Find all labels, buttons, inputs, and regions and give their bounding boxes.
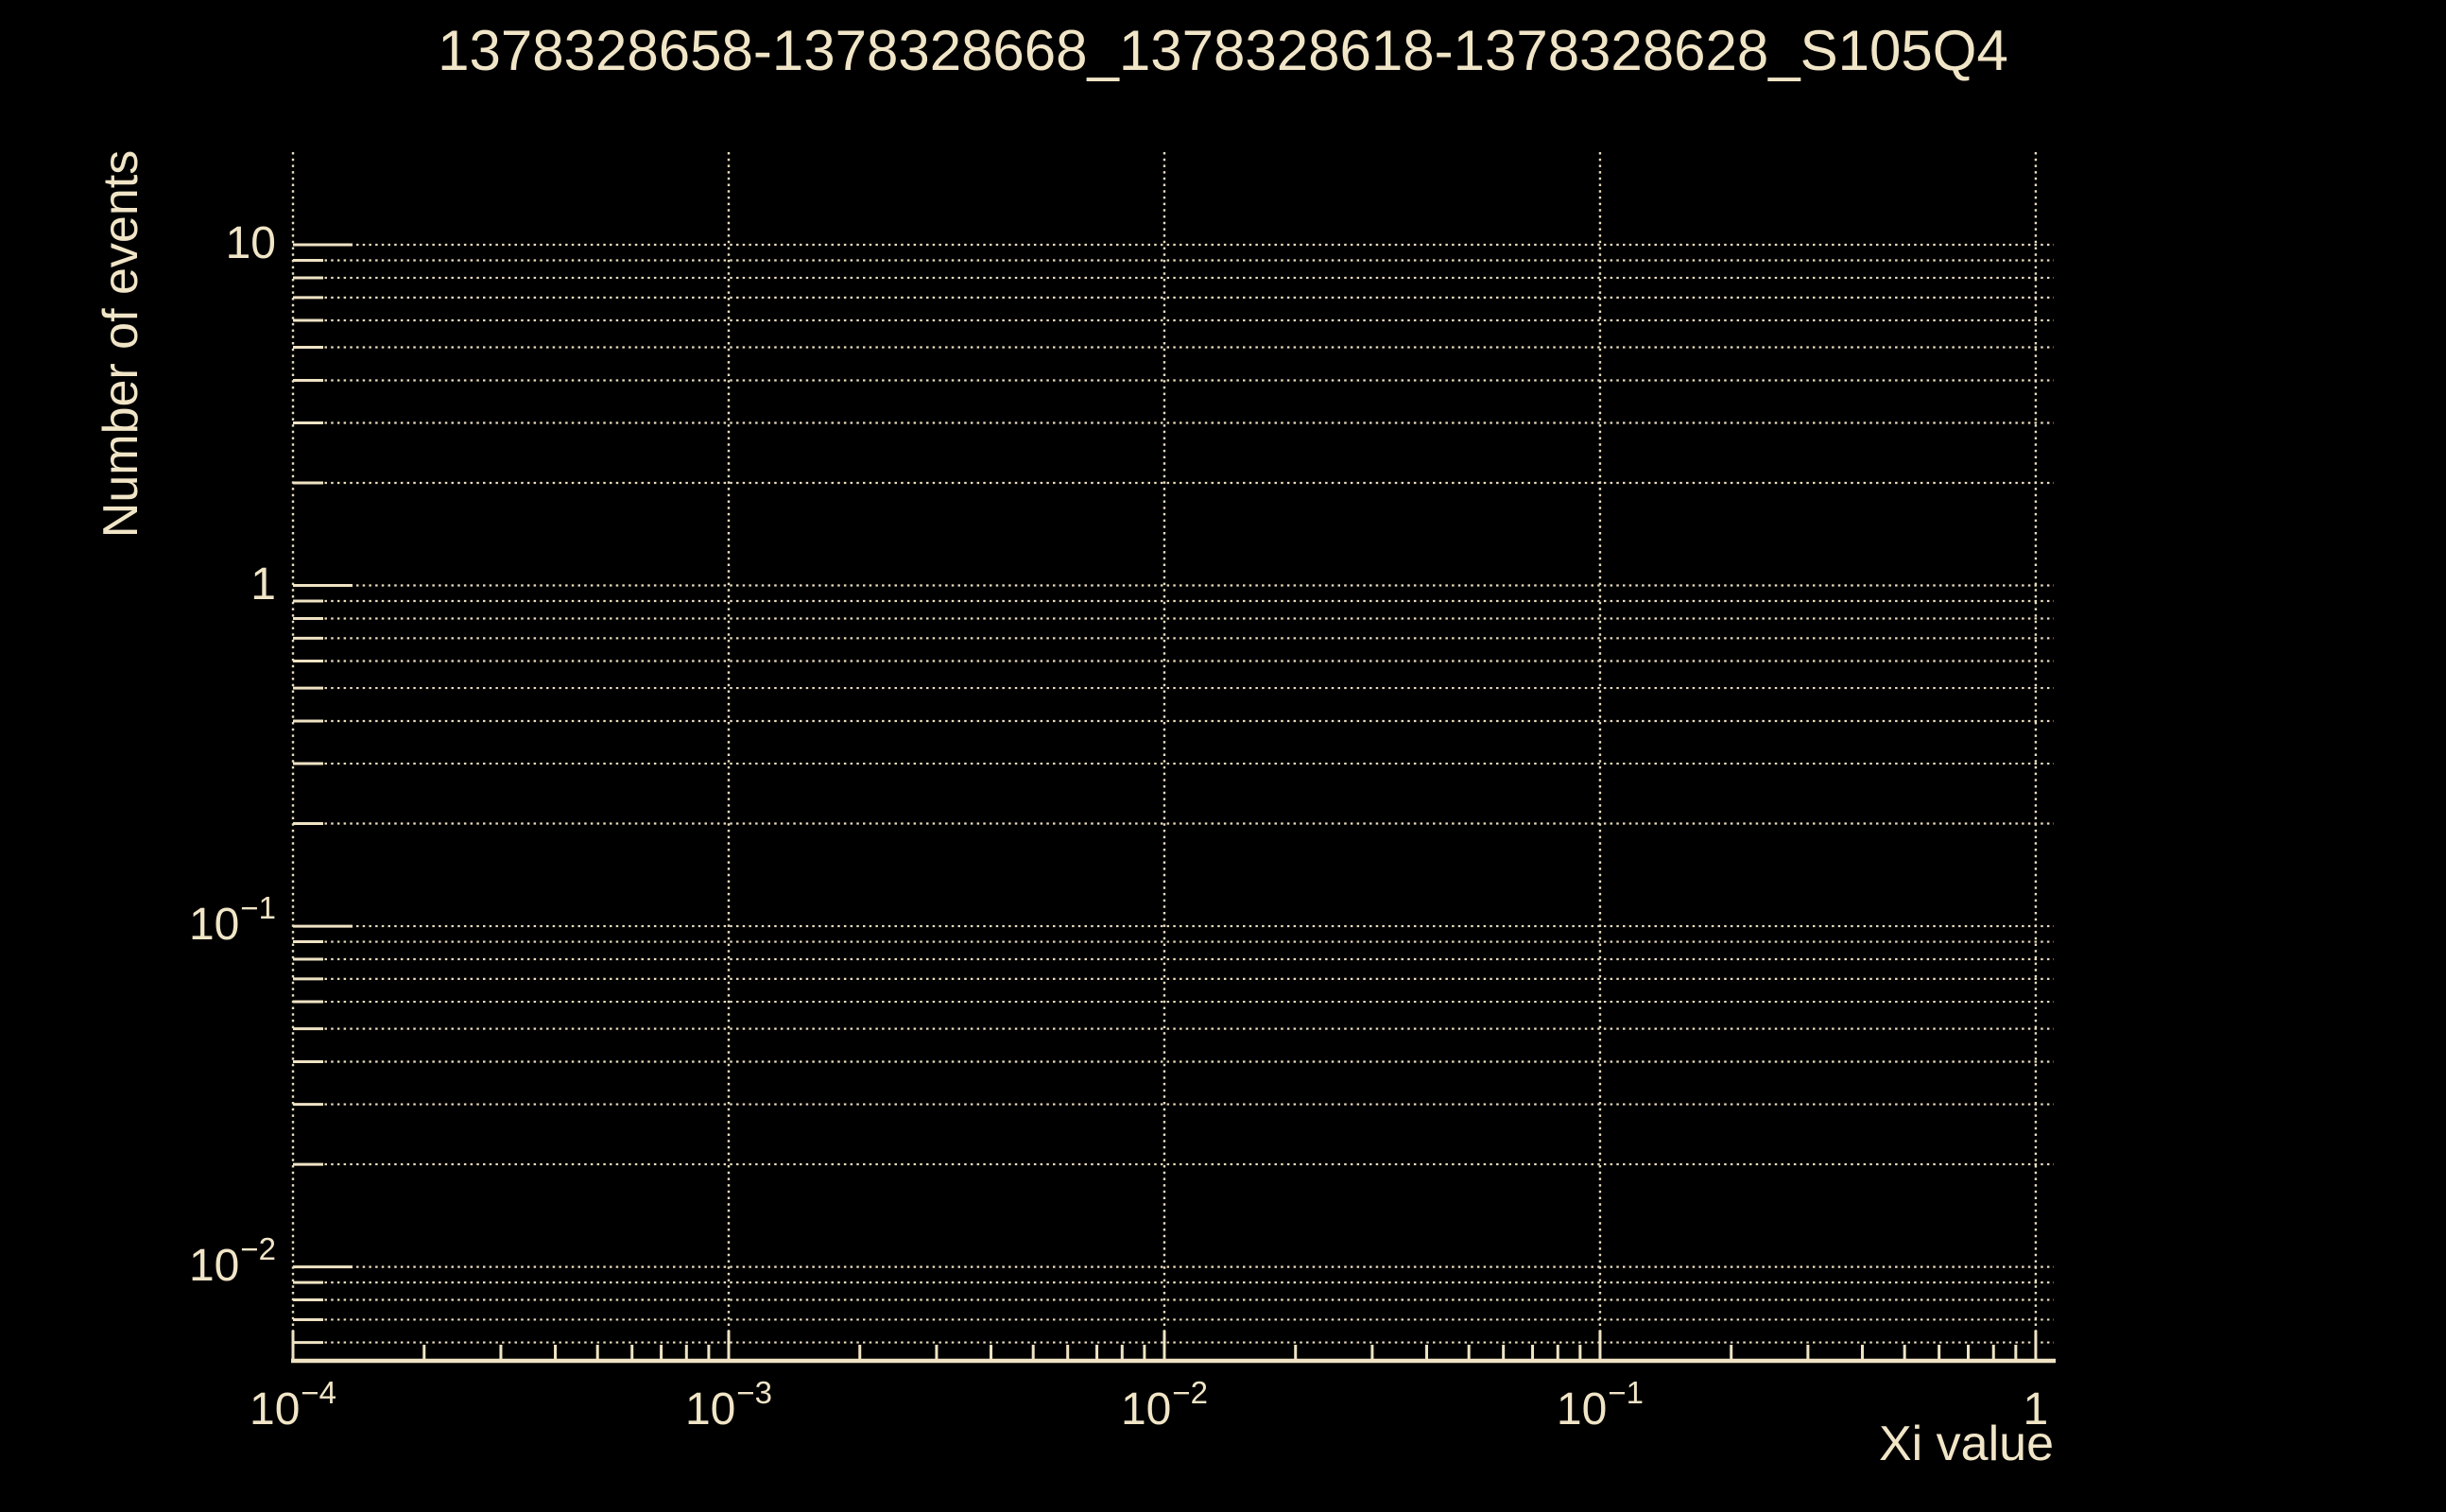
y-tick-label: 1 — [250, 558, 276, 610]
y-tick-label: 10 — [226, 221, 276, 266]
tick-base: 10 — [1556, 1384, 1608, 1435]
tick-exponent: −2 — [240, 1230, 276, 1266]
y-tick-label: 10−1 — [188, 892, 276, 951]
tick-base: 10 — [188, 900, 240, 951]
tick-exponent: −4 — [301, 1375, 337, 1410]
x-tick-label: 1 — [2024, 1387, 2049, 1433]
x-tick-label: 10−2 — [1120, 1377, 1208, 1435]
tick-exponent: −1 — [1608, 1375, 1644, 1410]
plot-title: 1378328658-1378328668_1378328618-1378328… — [438, 19, 2008, 82]
x-axis-title: Xi value — [1879, 1417, 2054, 1471]
x-tick-label: 10−3 — [684, 1377, 772, 1435]
grid-horizontal — [293, 243, 2054, 1344]
tick-base: 10 — [684, 1384, 736, 1435]
tick-base: 10 — [1120, 1384, 1172, 1435]
x-tick-label: 10−4 — [249, 1377, 336, 1435]
tick-base: 10 — [188, 1240, 240, 1291]
y-axis-ticks — [293, 243, 353, 1345]
x-tick-label: 10−1 — [1556, 1377, 1644, 1435]
tick-base: 1 — [250, 558, 276, 610]
grid-vertical — [291, 152, 2038, 1361]
tick-exponent: −3 — [736, 1375, 772, 1410]
x-axis-ticks — [291, 1331, 2038, 1359]
tick-base: 10 — [225, 218, 276, 269]
tick-base: 1 — [2023, 1384, 2049, 1435]
y-tick-label: 10−2 — [188, 1233, 276, 1291]
y-axis-title: Number of events — [94, 149, 148, 539]
tick-exponent: −2 — [1172, 1375, 1208, 1410]
tick-exponent: −1 — [240, 890, 276, 926]
tick-base: 10 — [249, 1384, 301, 1435]
